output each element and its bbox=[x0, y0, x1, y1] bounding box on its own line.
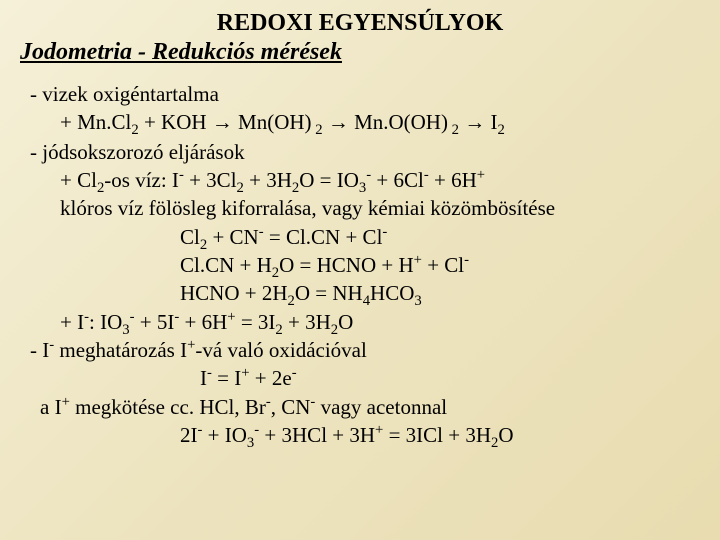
slide-title: REDOXI EGYENSÚLYOK bbox=[20, 10, 700, 37]
slide-subtitle: Jodometria - Redukciós mérések bbox=[20, 39, 700, 66]
text-line: - jódsokszorozó eljárások bbox=[30, 138, 700, 166]
text-line: - vizek oxigéntartalma bbox=[30, 80, 700, 108]
equation-line: - I- meghatározás I+-vá való oxidációval bbox=[30, 336, 700, 364]
equation-line: 2I- + IO3- + 3HCl + 3H+ = 3ICl + 3H2O bbox=[180, 421, 700, 449]
equation-line: I- = I+ + 2e- bbox=[200, 364, 700, 392]
equation-line: + I-: IO3- + 5I- + 6H+ = 3I2 + 3H2O bbox=[60, 308, 700, 336]
equation-line: a I+ megkötése cc. HCl, Br-, CN- vagy ac… bbox=[40, 393, 700, 421]
equation-line: + Mn.Cl2 + KOH → Mn(OH) 2 → Mn.O(OH) 2 →… bbox=[60, 108, 700, 137]
slide-container: REDOXI EGYENSÚLYOK Jodometria - Redukció… bbox=[0, 0, 720, 459]
equation-line: Cl.CN + H2O = HCNO + H+ + Cl- bbox=[180, 251, 700, 279]
equation-line: HCNO + 2H2O = NH4HCO3 bbox=[180, 279, 700, 307]
slide-content: - vizek oxigéntartalma + Mn.Cl2 + KOH → … bbox=[30, 80, 700, 449]
equation-line: + Cl2-os víz: I- + 3Cl2 + 3H2O = IO3- + … bbox=[60, 166, 700, 194]
text-line: klóros víz fölösleg kiforralása, vagy ké… bbox=[60, 194, 700, 222]
equation-line: Cl2 + CN- = Cl.CN + Cl- bbox=[180, 223, 700, 251]
